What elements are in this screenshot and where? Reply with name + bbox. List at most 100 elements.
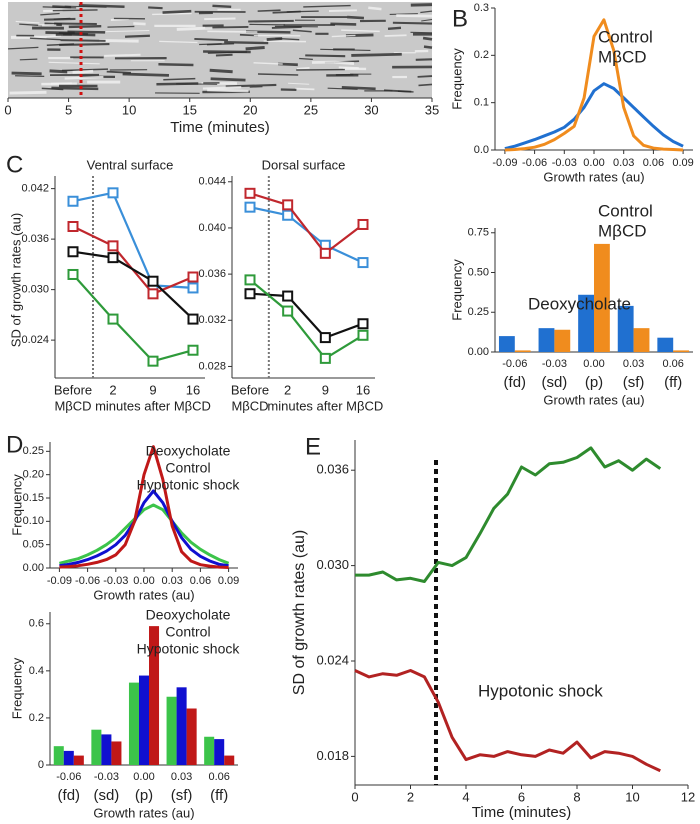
- kymograph-streak: [15, 75, 45, 77]
- y-tick-label: 0.036: [21, 233, 49, 245]
- marker: [282, 305, 294, 317]
- kymograph-streak: [15, 20, 40, 24]
- x-tick-label: -0.03: [542, 358, 567, 370]
- kymograph-streak: [45, 34, 62, 38]
- kymograph-streak: [389, 13, 418, 15]
- marker: [147, 288, 159, 300]
- kymograph-streak: [330, 22, 357, 26]
- kymograph-streak: [292, 29, 312, 33]
- x-tick-label: 0.03: [161, 575, 182, 587]
- kymograph-streak: [351, 52, 402, 57]
- kymograph-streak: [40, 12, 60, 16]
- x-tick-label: -0.03: [552, 157, 577, 169]
- legend-label: MβCD: [598, 221, 647, 240]
- marker: [319, 247, 331, 259]
- series-line: [249, 192, 364, 255]
- x-tick-label: 0.06: [208, 771, 229, 783]
- y-tick-label: 0.032: [198, 314, 226, 326]
- marker: [187, 282, 199, 294]
- kymograph-streak: [48, 61, 100, 65]
- x-caption: MβCD: [231, 398, 268, 413]
- panel-label: D: [6, 431, 23, 458]
- x-tick-label: 6: [518, 789, 525, 804]
- x-axis-title: Growth rates (au): [543, 169, 644, 184]
- category-code: (sd): [93, 787, 119, 804]
- marker: [187, 344, 199, 356]
- marker: [282, 199, 294, 211]
- series-label: Hypotonic shock: [478, 681, 603, 700]
- kymograph-streak: [122, 72, 170, 77]
- y-tick-label: 0.040: [198, 222, 226, 234]
- kymograph-streak: [29, 37, 61, 41]
- series-line: [504, 82, 684, 151]
- kymograph-streak: [207, 30, 258, 33]
- marker: [67, 221, 79, 232]
- kymograph-streak: [422, 36, 433, 41]
- y-tick-label: 0.3: [474, 2, 489, 14]
- bar: [101, 734, 112, 765]
- x-tick-label: 0.03: [623, 358, 644, 370]
- kymograph-streak: [387, 26, 402, 30]
- legend-label: Control: [598, 201, 653, 220]
- marker: [67, 195, 79, 207]
- x-tick-label: 2: [407, 789, 414, 804]
- marker: [319, 332, 331, 344]
- x-tick-label: 0.06: [190, 575, 211, 587]
- x-tick-label: 0.00: [583, 157, 604, 169]
- kymograph-streak: [384, 34, 407, 37]
- y-axis-title: Frequency: [9, 657, 24, 719]
- kymograph-streak: [299, 57, 313, 61]
- kymograph-streak: [125, 34, 150, 38]
- y-tick-label: 0.036: [316, 462, 349, 477]
- bar: [617, 305, 634, 352]
- bar: [578, 294, 594, 352]
- kymograph-streak: [248, 19, 294, 23]
- x-axis-title: Growth rates (au): [93, 805, 194, 820]
- x-tick-label: 12: [681, 789, 695, 804]
- kymograph-streak: [78, 4, 125, 9]
- kymograph-streak: [9, 90, 47, 95]
- panel-label: C: [6, 151, 23, 178]
- x-tick-label: 2: [284, 382, 291, 397]
- marker: [147, 355, 159, 367]
- series-line: [249, 206, 364, 264]
- kymograph-streak: [163, 77, 196, 81]
- panel-label: E: [305, 433, 321, 460]
- x-tick-label: 9: [322, 382, 329, 397]
- bar: [657, 337, 674, 352]
- kymograph-streak: [19, 58, 38, 61]
- legend-label: Deoxycholate: [146, 443, 231, 459]
- kymograph-streak: [67, 30, 106, 34]
- x-tick-label: 16: [186, 382, 200, 397]
- kymograph-streak: [420, 10, 433, 14]
- bar: [53, 746, 64, 765]
- kymograph-streak: [327, 87, 358, 90]
- kymograph-streak: [368, 6, 382, 11]
- y-tick-label: 0.25: [468, 306, 489, 318]
- kymograph-streak: [58, 31, 89, 36]
- kymograph-streak: [224, 41, 269, 45]
- y-axis-title: SD of growth rates (au): [8, 213, 23, 347]
- marker: [187, 271, 199, 283]
- x-tick-label: 4: [462, 789, 469, 804]
- kymograph-streak: [61, 68, 109, 72]
- marker: [107, 313, 119, 325]
- series-line: [504, 18, 684, 152]
- kymograph-streak: [158, 63, 194, 67]
- x-caption: minutes after MβCD: [267, 398, 383, 413]
- kymograph-streak: [156, 82, 199, 86]
- x-tick-label: 8: [573, 789, 580, 804]
- kymograph-streak: [64, 5, 107, 8]
- series-line: [59, 489, 229, 568]
- marker: [67, 268, 79, 280]
- x-tick-label: 15: [182, 102, 196, 117]
- x-caption: minutes after MβCD: [95, 398, 211, 413]
- bar: [554, 329, 571, 352]
- marker: [357, 318, 369, 330]
- bar: [149, 626, 160, 765]
- bar: [166, 696, 177, 765]
- x-tick-label: 0.03: [613, 157, 634, 169]
- kymograph-streak: [245, 46, 265, 51]
- kymograph-streak: [305, 54, 346, 58]
- y-axis-title: SD of growth rates (au): [291, 530, 308, 695]
